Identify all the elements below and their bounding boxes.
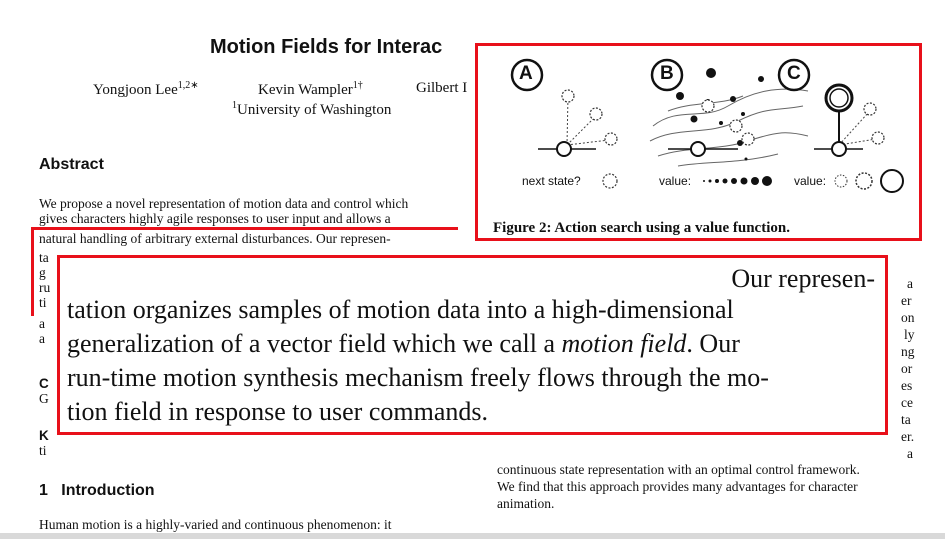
zoom-line-1: Our represen- — [731, 264, 875, 293]
right-fragment: ta — [901, 412, 911, 427]
left-fragment: ti — [39, 295, 47, 310]
affiliation: 1University of Washington — [232, 100, 392, 118]
legend-value-circles — [834, 169, 904, 193]
right-fragment: a — [907, 276, 913, 291]
label-next-state: next state? — [522, 174, 581, 188]
legend-value-dots — [703, 176, 772, 186]
panel-label-a: A — [519, 63, 533, 84]
zoom-line-2: tation organizes samples of motion data … — [67, 295, 734, 324]
source-highlight-box — [31, 227, 458, 316]
left-fragment: ti — [39, 443, 47, 458]
right-line-1: continuous state representation with an … — [497, 462, 860, 477]
right-fragment: ly — [904, 327, 915, 342]
zoom-callout-box: Our represen- tation organizes samples o… — [57, 255, 888, 435]
panel-a — [510, 58, 618, 157]
left-fragment: a — [39, 316, 45, 331]
panel-label-b: B — [660, 63, 674, 84]
zoom-line-3: generalization of a vector field which w… — [67, 329, 740, 358]
zoom-line-4: run-time motion synthesis mechanism free… — [67, 363, 769, 392]
paper-title: Motion Fields for Interac — [210, 36, 443, 58]
figure-callout-box: A B C next state? value: value: Figure 2… — [475, 43, 922, 241]
right-fragment: ce — [901, 395, 913, 410]
left-fragment: a — [39, 331, 45, 346]
legend-dashed-circle — [602, 173, 618, 189]
panel-label-c: C — [787, 63, 801, 84]
right-fragment: er. — [901, 429, 915, 444]
left-fragment: K — [39, 428, 49, 443]
panel-b — [649, 58, 809, 167]
intro-heading: 1 Introduction — [39, 482, 155, 499]
right-fragment: er — [901, 293, 912, 308]
abstract-line-1: We propose a novel representation of mot… — [39, 196, 409, 211]
right-fragment: ng — [901, 344, 915, 359]
zoom-line-5: tion field in response to user commands. — [67, 397, 488, 426]
scroll-bar-bottom — [0, 533, 945, 539]
author-3: Gilbert I — [416, 80, 468, 96]
left-fragment: g — [39, 265, 46, 280]
right-line-3: animation. — [497, 496, 555, 511]
left-fragment: ta — [39, 250, 49, 265]
right-line-2: We find that this approach provides many… — [497, 479, 858, 494]
author-2: Kevin Wampler1† — [258, 80, 363, 98]
intro-line: Human motion is a highly-varied and cont… — [39, 517, 392, 532]
right-fragment: a — [907, 446, 913, 461]
author-1: Yongjoon Lee1,2∗ — [93, 80, 199, 98]
right-fragment: es — [901, 378, 913, 393]
abstract-heading: Abstract — [39, 156, 104, 173]
figure-caption: Figure 2: Action search using a value fu… — [493, 220, 790, 236]
panel-c — [777, 58, 885, 157]
left-fragment: C — [39, 376, 49, 391]
label-value-b: value: — [659, 174, 692, 188]
left-fragment: ru — [39, 280, 51, 295]
right-fragment: on — [901, 310, 915, 325]
figure-2-diagram — [510, 58, 904, 193]
right-fragment: or — [901, 361, 913, 376]
left-fragment: G — [39, 391, 49, 406]
label-value-c: value: — [794, 174, 827, 188]
abstract-line-3: natural handling of arbitrary external d… — [39, 231, 391, 246]
abstract-line-2: gives characters highly agile responses … — [39, 211, 391, 226]
